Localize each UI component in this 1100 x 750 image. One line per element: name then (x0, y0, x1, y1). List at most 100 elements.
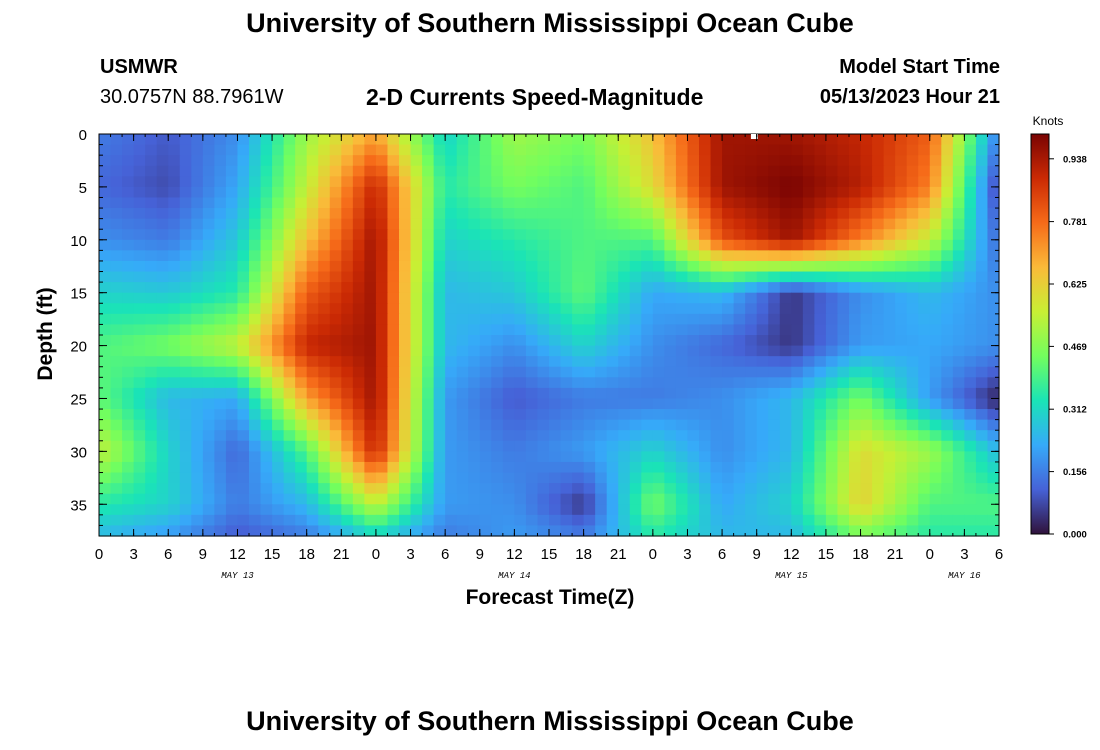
heatmap-cell (352, 451, 365, 463)
heatmap-cell (733, 176, 746, 188)
heatmap-cell (468, 504, 481, 516)
heatmap-cell (168, 313, 181, 326)
heatmap-cell (572, 324, 585, 336)
heatmap-cell (537, 176, 550, 188)
heatmap-cell (110, 409, 123, 421)
heatmap-cell (883, 461, 896, 474)
heatmap-cell (352, 504, 365, 516)
heatmap-cell (225, 504, 239, 516)
heatmap-cell (202, 472, 215, 484)
heatmap-cell (329, 419, 342, 431)
heatmap-cell (699, 229, 712, 241)
heatmap-cell (433, 419, 446, 431)
heatmap-cell (514, 525, 527, 537)
heatmap-cell (837, 335, 850, 347)
heatmap-cell (883, 144, 896, 156)
heatmap-cell (941, 419, 954, 431)
heatmap-cell (675, 377, 689, 389)
heatmap-cell (191, 292, 204, 304)
heatmap-cell (456, 250, 469, 262)
heatmap-cell (422, 239, 435, 251)
heatmap-cell (191, 239, 204, 251)
heatmap-cell (341, 409, 354, 421)
heatmap-cell (918, 472, 931, 484)
heatmap-cell (99, 366, 112, 378)
heatmap-cell (883, 324, 896, 336)
heatmap-cell (860, 366, 873, 378)
heatmap-cell (595, 461, 608, 474)
heatmap-cell (110, 419, 123, 431)
heatmap-cell (410, 525, 423, 537)
colorbar-tick-label: 0.000 (1063, 530, 1087, 541)
heatmap-cell (329, 440, 342, 452)
heatmap-cell (768, 377, 781, 389)
heatmap-cell (295, 186, 308, 199)
heatmap-cell (306, 144, 319, 156)
heatmap-cell (606, 419, 619, 431)
heatmap-cell (791, 165, 804, 177)
heatmap-cell (583, 398, 596, 410)
heatmap-cell (341, 324, 354, 336)
heatmap-cell (272, 271, 285, 283)
x-tick-label: 21 (610, 546, 627, 563)
heatmap-cell (352, 208, 365, 220)
heatmap-cell (249, 461, 262, 474)
heatmap-cell (687, 134, 700, 146)
heatmap-cell (191, 398, 204, 410)
heatmap-cell (260, 282, 273, 294)
heatmap-cell (549, 430, 562, 442)
heatmap-cell (433, 218, 446, 230)
heatmap-cell (491, 239, 504, 251)
heatmap-cell (687, 483, 700, 495)
heatmap-cell (225, 260, 239, 273)
heatmap-cell (756, 356, 769, 368)
heatmap-cell (929, 356, 942, 368)
heatmap-cell (687, 250, 700, 262)
heatmap-cell (422, 271, 435, 283)
heatmap-cell (606, 176, 619, 188)
heatmap-cell (779, 239, 792, 251)
heatmap-cell (433, 134, 446, 146)
heatmap-cell (906, 366, 919, 378)
heatmap-cell (906, 409, 919, 421)
heatmap-cell (802, 186, 815, 199)
heatmap-cell (837, 197, 850, 209)
heatmap-cell (618, 483, 631, 495)
heatmap-cell (133, 155, 146, 167)
heatmap-cell (202, 525, 215, 537)
heatmap-cell (814, 239, 827, 251)
heatmap-cell (295, 324, 308, 336)
heatmap-cell (202, 398, 215, 410)
heatmap-cell (237, 218, 250, 230)
heatmap-cell (768, 324, 781, 336)
heatmap-cell (352, 461, 365, 474)
heatmap-cell (399, 483, 412, 495)
heatmap-cell (675, 366, 689, 378)
heatmap-cell (872, 493, 885, 505)
heatmap-cell (202, 493, 215, 505)
heatmap-cell (410, 144, 423, 156)
heatmap-cell (895, 229, 908, 241)
heatmap-cell (629, 525, 642, 537)
heatmap-cell (537, 493, 550, 505)
heatmap-cell (964, 144, 977, 156)
heatmap-cell (537, 430, 550, 442)
heatmap-cell (929, 260, 942, 273)
heatmap-cell (825, 483, 839, 495)
heatmap-cell (733, 430, 746, 442)
heatmap-cell (560, 398, 573, 410)
heatmap-cell (560, 483, 573, 495)
heatmap-cell (929, 313, 942, 326)
heatmap-cell (145, 504, 158, 516)
heatmap-cell (687, 461, 700, 474)
heatmap-cell (918, 197, 931, 209)
heatmap-cell (283, 144, 296, 156)
heatmap-cell (895, 250, 908, 262)
heatmap-cell (987, 472, 1000, 484)
heatmap-cell (849, 451, 862, 463)
heatmap-cell (410, 366, 423, 378)
heatmap-cell (745, 165, 758, 177)
heatmap-cell (941, 229, 954, 241)
heatmap-cell (99, 260, 112, 273)
heatmap-cell (122, 451, 135, 463)
